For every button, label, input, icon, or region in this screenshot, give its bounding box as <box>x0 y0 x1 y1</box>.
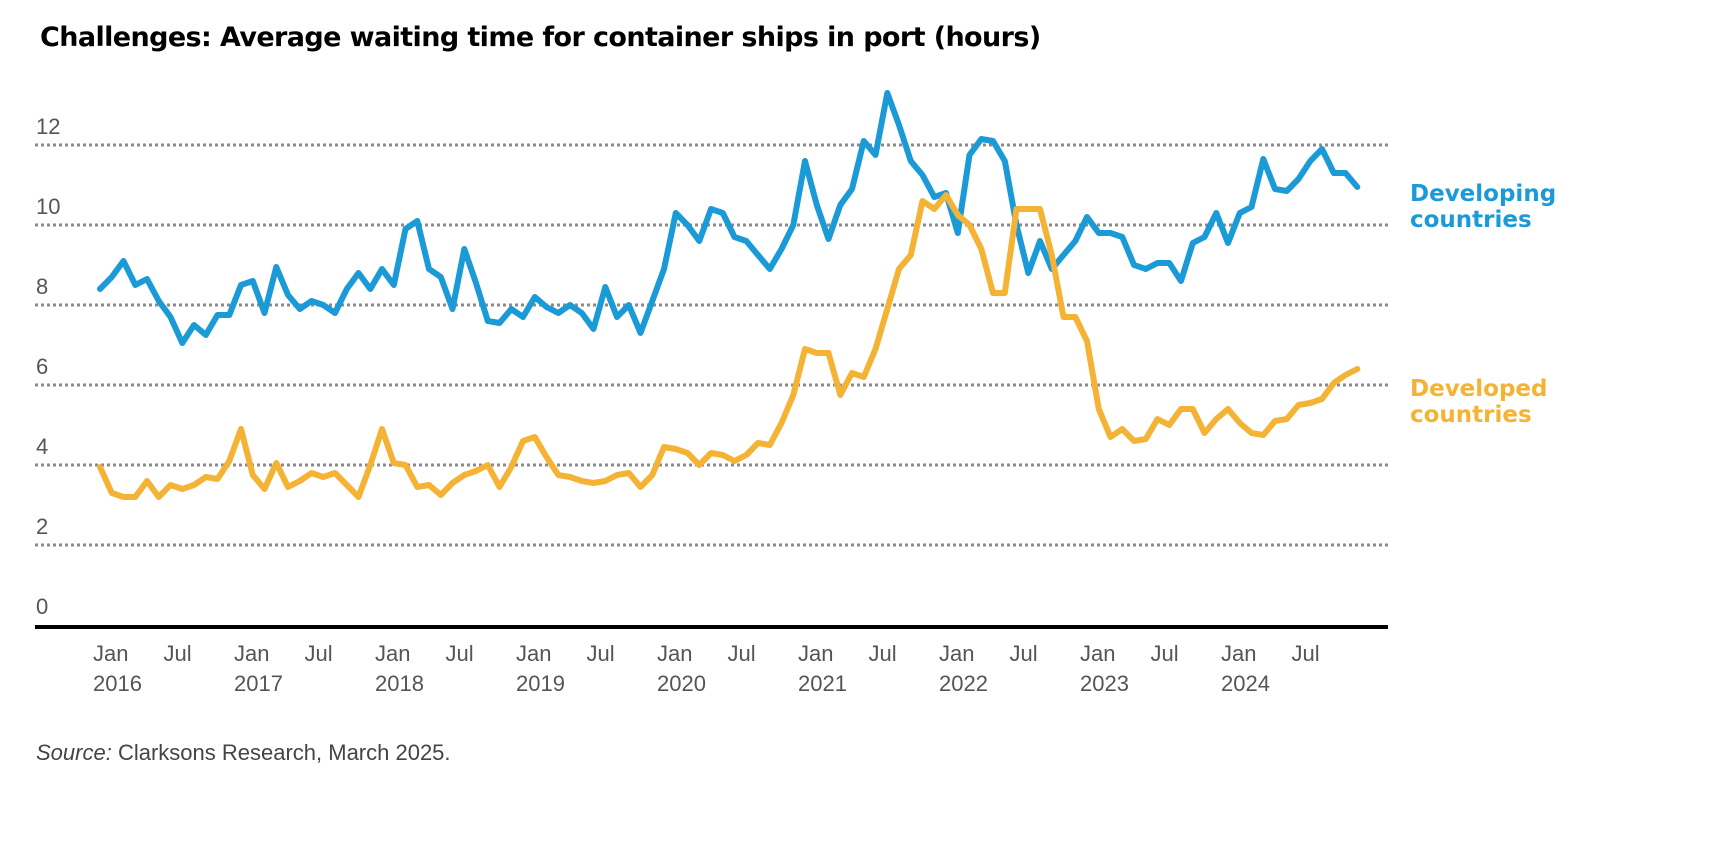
x-tick-label: Jan <box>375 641 410 666</box>
source-text: Clarksons Research, March 2025. <box>111 740 451 765</box>
series-lines <box>97 90 1361 500</box>
x-tick-label: Jul <box>1151 641 1179 666</box>
x-tick-label: Jan <box>234 641 269 666</box>
x-tick-year-label: 2017 <box>234 671 283 696</box>
y-axis-ticks: 0 2 4 6 8 10 12 <box>36 114 60 619</box>
x-tick-label: Jan <box>939 641 974 666</box>
x-tick-label: Jul <box>728 641 756 666</box>
x-tick-year-label: 2016 <box>93 671 142 696</box>
y-tick-label: 2 <box>36 514 48 539</box>
legend-label-line1: Developing <box>1410 181 1557 207</box>
y-tick-label: 0 <box>36 594 48 619</box>
x-tick-year-label: 2018 <box>375 671 424 696</box>
x-tick-label: Jan <box>516 641 551 666</box>
x-axis-ticks: Jan 2016 Jul Jan 2017 Jul Jan 2018 Jul Jan 2019 Jul… <box>93 641 1320 696</box>
x-tick-year-label: 2022 <box>939 671 988 696</box>
x-tick-label: Jul <box>164 641 192 666</box>
x-tick-label: Jul <box>305 641 333 666</box>
x-tick-label: Jan <box>1080 641 1115 666</box>
y-tick-label: 12 <box>36 114 60 139</box>
source-note: Source: Clarksons Research, March 2025. <box>36 740 451 766</box>
legend-developing: Developing countries <box>1410 181 1556 233</box>
x-tick-label: Jan <box>1221 641 1256 666</box>
legend-label-line2: countries <box>1410 207 1532 233</box>
x-tick-year-label: 2020 <box>657 671 706 696</box>
x-tick-label: Jul <box>1010 641 1038 666</box>
legend-developed: Developed countries <box>1410 376 1548 428</box>
x-tick-label: Jul <box>1292 641 1320 666</box>
x-tick-year-label: 2019 <box>516 671 565 696</box>
legend-label-line1: Developed <box>1410 376 1548 402</box>
y-tick-label: 10 <box>36 194 60 219</box>
source-label: Source: <box>36 740 112 765</box>
y-tick-label: 8 <box>36 274 48 299</box>
x-tick-label: Jan <box>93 641 128 666</box>
x-tick-label: Jul <box>587 641 615 666</box>
y-tick-label: 4 <box>36 434 48 459</box>
x-tick-year-label: 2023 <box>1080 671 1129 696</box>
x-tick-year-label: 2021 <box>798 671 847 696</box>
x-tick-label: Jul <box>869 641 897 666</box>
series-line-developed <box>97 192 1361 500</box>
x-tick-label: Jan <box>798 641 833 666</box>
x-tick-year-label: 2024 <box>1221 671 1270 696</box>
series-line-developing <box>97 90 1361 346</box>
x-tick-label: Jul <box>446 641 474 666</box>
y-tick-label: 6 <box>36 354 48 379</box>
gridlines <box>35 143 1388 547</box>
x-tick-label: Jan <box>657 641 692 666</box>
legend-label-line2: countries <box>1410 402 1532 428</box>
chart-title: Challenges: Average waiting time for con… <box>40 22 1041 53</box>
